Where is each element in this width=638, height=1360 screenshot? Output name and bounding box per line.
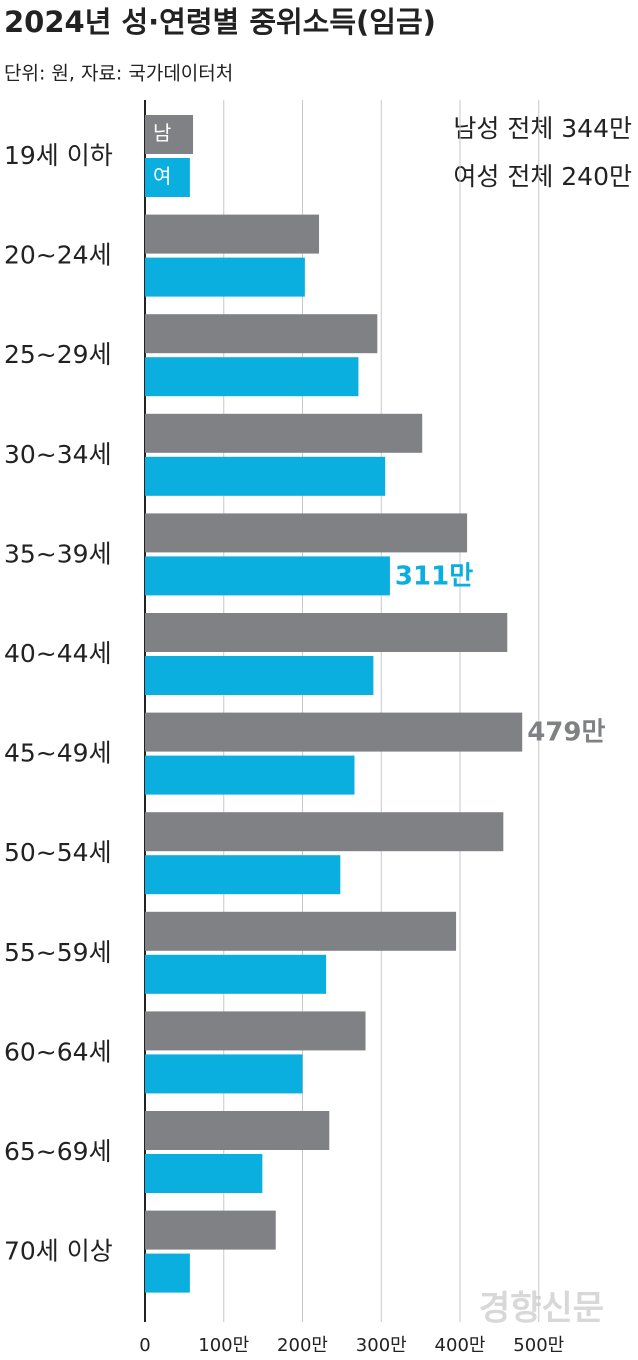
- bar: [145, 556, 390, 596]
- y-tick-label: 45~49세: [4, 739, 112, 768]
- bar: [145, 357, 359, 397]
- bar: [145, 314, 378, 354]
- bar: [145, 1111, 330, 1150]
- y-tick-label: 65~69세: [4, 1137, 112, 1166]
- chart-title: 2024년 성·연령별 중위소득(임금): [4, 5, 436, 39]
- y-tick-label: 20~24세: [4, 241, 112, 270]
- bar: [145, 755, 355, 795]
- bar: [145, 214, 320, 254]
- bar: [145, 158, 190, 197]
- y-tick-label: 25~29세: [4, 340, 112, 369]
- bar: [145, 513, 468, 553]
- bar: [145, 855, 341, 895]
- y-tick-label: 60~64세: [4, 1037, 112, 1066]
- value-label: 311만: [395, 561, 473, 591]
- legend-label: 남: [153, 121, 171, 145]
- bar: [145, 115, 194, 154]
- y-tick-label: 35~39세: [4, 539, 112, 568]
- bar: [145, 1154, 263, 1193]
- y-tick-label: 70세 이상: [4, 1237, 113, 1266]
- bar: [145, 954, 327, 994]
- x-tick-label: 400만: [435, 1335, 486, 1356]
- x-tick-label: 0: [139, 1335, 150, 1356]
- bar: [145, 456, 386, 496]
- annotation: 여성 전체 240만: [453, 162, 632, 191]
- bar: [145, 1054, 303, 1094]
- bar: [145, 1253, 190, 1293]
- bar: [145, 613, 508, 652]
- x-tick-label: 200만: [277, 1335, 328, 1356]
- y-tick-label: 30~34세: [4, 440, 112, 469]
- value-label: 479만: [527, 718, 605, 748]
- bar: [145, 911, 457, 951]
- y-tick-label: 19세 이하: [4, 141, 113, 170]
- bar: [145, 257, 305, 297]
- bar: [145, 1011, 366, 1051]
- source-watermark: 경향신문: [479, 1289, 604, 1329]
- legend-label: 여: [153, 164, 171, 188]
- y-tick-label: 50~54세: [4, 838, 112, 867]
- bar: [145, 712, 523, 752]
- chart-subtitle: 단위: 원, 자료: 국가데이터처: [4, 63, 233, 85]
- bar: [145, 413, 423, 453]
- y-tick-label: 40~44세: [4, 639, 112, 668]
- bar: [145, 1210, 276, 1250]
- x-tick-label: 100만: [198, 1335, 249, 1356]
- y-tick-label: 55~59세: [4, 938, 112, 967]
- x-tick-label: 300만: [356, 1335, 407, 1356]
- annotation: 남성 전체 344만: [453, 114, 632, 143]
- bar: [145, 656, 374, 695]
- bar: [145, 812, 504, 852]
- x-tick-label: 500만: [513, 1335, 564, 1356]
